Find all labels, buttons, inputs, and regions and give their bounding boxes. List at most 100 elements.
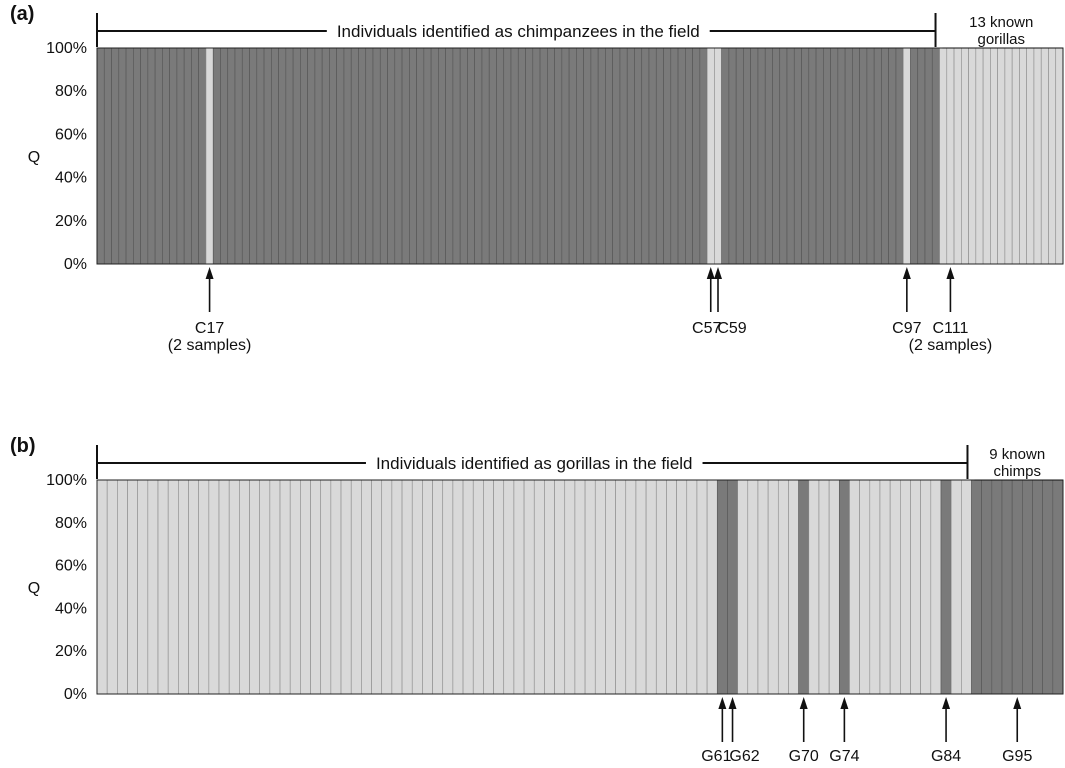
panel-b-bar (96, 479, 108, 695)
panel-b-bar (361, 479, 372, 695)
panel-a-bar (125, 47, 134, 265)
panel-b-bar (788, 479, 799, 695)
panel-a-bar (917, 47, 926, 265)
panel-a-bar (307, 47, 316, 265)
panel-a-bar (314, 47, 323, 265)
panel-a-bar (685, 47, 693, 265)
panel-a-known-label-line2: gorillas (977, 31, 1025, 48)
panel-b-bar (747, 479, 759, 695)
panel-a-bar (931, 47, 940, 265)
panel-b-ytick-label: 0% (64, 686, 87, 703)
panel-a-bar (1019, 47, 1027, 265)
panel-b-annotation-label: G62 (729, 748, 759, 765)
panel-a-bar (801, 47, 810, 265)
panel-a-bar (503, 47, 512, 265)
panel-a-annotation-sublabel: (2 samples) (168, 337, 252, 354)
panel-a-bar (329, 47, 337, 265)
panel-b-bar (716, 479, 728, 695)
panel-a-bar (103, 47, 112, 265)
panel-a-annotation-label: C111 (932, 320, 968, 337)
panel-b-bar (828, 479, 840, 695)
panel-a-label: (a) (10, 3, 34, 25)
panel-a-bar (786, 47, 795, 265)
panel-a-bar (714, 47, 722, 265)
panel-a-bar (517, 47, 526, 265)
panel-b-bar (686, 479, 698, 695)
panel-b-bar (920, 479, 932, 695)
panel-a-bar (459, 47, 468, 265)
panel-b-plot-frame (96, 479, 1064, 695)
panel-b-bar (106, 479, 118, 695)
panel-b-bar (625, 479, 637, 695)
panel-b: (b) Q 100% 80% 60% 40% 20% 0% Individuals identi… (10, 435, 1064, 765)
panel-a-bar (910, 47, 919, 265)
panel-b-bar (574, 479, 586, 695)
panel-b-bar (645, 479, 657, 695)
panel-a-bar (728, 47, 737, 265)
panel-a-bar (605, 47, 613, 265)
panel-b-bar (727, 479, 738, 695)
panel-b-bar (442, 479, 454, 695)
panel-a-plot-frame (96, 47, 1064, 265)
panel-b-bar (259, 479, 271, 695)
panel-b-bar (859, 479, 871, 695)
panel-a-bar (764, 47, 773, 265)
panel-a-bar (873, 47, 882, 265)
panel-a-bar (162, 47, 170, 265)
panel-a-bar (953, 47, 962, 265)
panel-b-ytick-label: 40% (55, 600, 87, 617)
panel-b-bar (655, 479, 667, 695)
panel-b-bar (981, 479, 993, 695)
panel-b-ytick-label: 100% (46, 472, 87, 489)
panel-a-bar (743, 47, 751, 265)
panel-b-bar (1011, 479, 1023, 695)
panel-b-known-label-line2: chimps (993, 463, 1041, 480)
panel-a-bar (445, 47, 454, 265)
panel-a-bar (496, 47, 505, 265)
panel-a-bar (154, 47, 163, 265)
panel-a-bar (292, 47, 301, 265)
panel-a-bar (946, 47, 955, 265)
panel-b-annotation-label: G84 (931, 748, 961, 765)
panel-b-arrow-head (728, 697, 737, 709)
panel-a-bar (924, 47, 933, 265)
panel-a-ytick-label: 20% (55, 213, 87, 230)
panel-a-bar (757, 47, 766, 265)
panel-a-bar (583, 47, 592, 265)
panel-a-bar (249, 47, 258, 265)
panel-b-bar (767, 479, 779, 695)
panel-a-bar (474, 47, 483, 265)
panel-b-bar (940, 479, 952, 695)
panel-a-bar (256, 47, 265, 265)
panel-b-bar (239, 479, 250, 695)
panel-b-bar (849, 479, 860, 695)
panel-a-arrow-head (946, 267, 955, 279)
panel-b-bar (757, 479, 769, 695)
panel-b-bar (127, 479, 138, 695)
panel-a-bar (539, 47, 548, 265)
panel-b-bar (462, 479, 474, 695)
panel-b-bar (950, 479, 962, 695)
panel-a-annotation-sublabel: (2 samples) (909, 337, 993, 354)
panel-a-bar (394, 47, 403, 265)
panel-a-bar (750, 47, 759, 265)
panel-a-bar (343, 47, 352, 265)
panel-b-ytick-label: 20% (55, 643, 87, 660)
panel-a-bar (278, 47, 287, 265)
panel-a-bar (430, 47, 439, 265)
panel-b-bar (483, 479, 494, 695)
panel-b-bar (889, 479, 901, 695)
panel-a-ytick-label: 80% (55, 83, 87, 100)
panel-a-bar (576, 47, 584, 265)
panel-b-bar (584, 479, 596, 695)
panel-a-bar (830, 47, 839, 265)
panel-a-bar (1048, 47, 1057, 265)
panel-b-bar (1032, 479, 1043, 695)
panel-b-bracket-label: Individuals identified as gorillas in th… (376, 454, 693, 473)
panel-b-bar (381, 479, 393, 695)
panel-b-bar (991, 479, 1003, 695)
panel-a-ytick-label: 60% (55, 126, 87, 143)
panel-a-bar (147, 47, 156, 265)
panel-a-bar (975, 47, 984, 265)
